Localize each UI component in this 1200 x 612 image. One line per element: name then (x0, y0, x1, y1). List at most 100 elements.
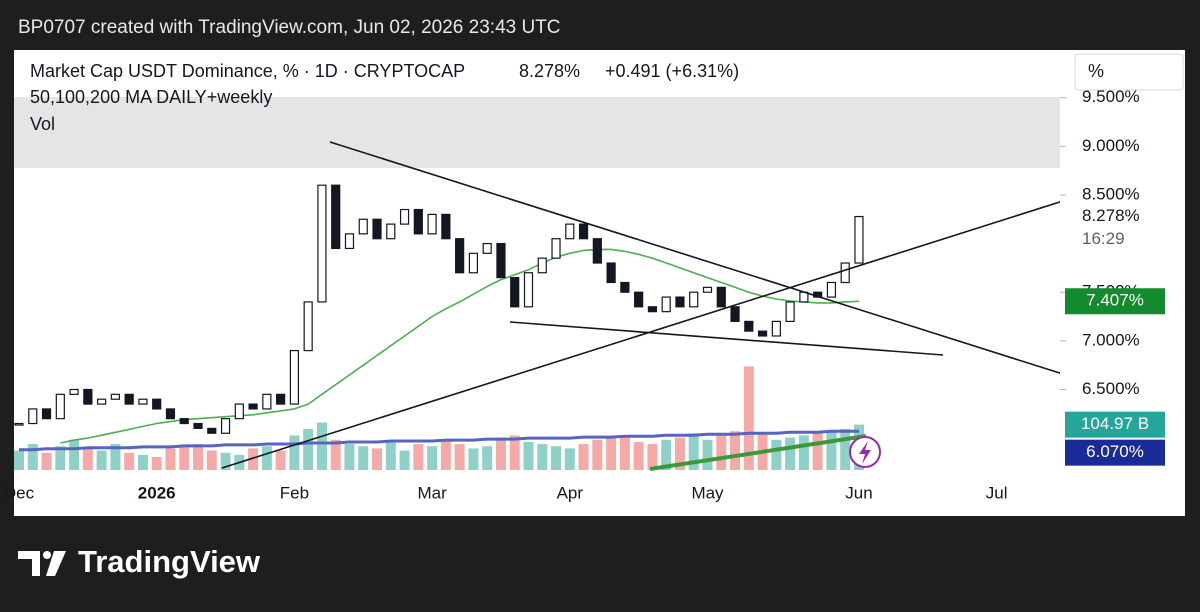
candle (840, 262, 850, 284)
candle (496, 242, 506, 279)
resistance-zone (14, 97, 1060, 168)
candle (661, 296, 671, 313)
candle (702, 286, 713, 293)
scale-button[interactable] (1074, 53, 1184, 91)
volume-bar (137, 454, 148, 470)
candle (592, 238, 602, 264)
volume-bar (14, 450, 24, 470)
candle (248, 403, 258, 410)
volume-bar (399, 450, 410, 470)
volume-bar (289, 435, 300, 470)
volume-bar (330, 439, 341, 470)
volume-bar (702, 439, 713, 470)
candle (234, 403, 244, 420)
candle (303, 301, 313, 352)
subtitle: 50,100,200 MA DAILY+weekly (30, 87, 272, 107)
volume-bar (454, 444, 465, 470)
candle (578, 223, 589, 240)
candle (14, 422, 24, 426)
volume-bar (785, 437, 796, 470)
volume-bar (303, 428, 314, 470)
volume-bar (564, 448, 575, 470)
candle (193, 422, 203, 429)
value-box-label: 104.97 B (1081, 414, 1149, 433)
value-box-label: 7.407% (1086, 291, 1144, 310)
credit: BP0707 created with TradingView.com, Jun… (18, 17, 561, 38)
volume-bar (730, 431, 741, 470)
volume-bar (674, 437, 685, 470)
candle (207, 427, 217, 434)
y-tick-label: 8.500% (1082, 184, 1140, 203)
y-tick-label: 6.500% (1082, 379, 1140, 398)
candle (69, 388, 79, 395)
volume-bar (771, 439, 782, 470)
ma-line (19, 429, 859, 452)
y-tick-label: 9.000% (1082, 136, 1140, 155)
volume-bar (110, 444, 121, 470)
candle (826, 281, 837, 298)
volume-bar (248, 448, 259, 470)
candle (165, 408, 176, 420)
candle (358, 218, 368, 235)
candle (138, 398, 148, 405)
candle (289, 349, 299, 405)
candle (372, 218, 382, 240)
volume-bar (344, 444, 355, 470)
candle (785, 301, 795, 322)
volume-bar (592, 439, 603, 470)
value-box (1065, 411, 1165, 438)
volume-bar (69, 439, 80, 470)
x-tick-label: Dec (4, 483, 35, 502)
x-tick-label: 2026 (138, 483, 176, 502)
volume-bar (482, 446, 493, 470)
candle (620, 281, 630, 293)
x-tick-label: Apr (557, 483, 584, 502)
volume-bar (206, 450, 217, 470)
candle (523, 272, 534, 308)
candle (413, 208, 423, 235)
volume-bar (495, 437, 506, 470)
chart-title: Market Cap USDT Dominance, % · 1D · CRYP… (30, 61, 465, 81)
volume-bar (606, 437, 617, 470)
candle (152, 398, 162, 410)
candle (771, 320, 781, 337)
brand: TradingView (78, 544, 261, 579)
alert-bolt (859, 441, 871, 464)
candle (551, 238, 561, 259)
candle (317, 184, 327, 303)
value-box (1065, 439, 1165, 466)
plot (14, 184, 864, 470)
volume-bar (826, 431, 837, 470)
candle (386, 223, 396, 240)
x-tick-label: Feb (280, 483, 309, 502)
candle (689, 291, 699, 308)
y-tick-label: 7.000% (1082, 330, 1140, 349)
candle (427, 213, 437, 235)
candle (344, 233, 355, 250)
volume-bar (385, 441, 396, 470)
countdown: 16:29 (1082, 229, 1125, 248)
x-tick-label: Jun (845, 483, 872, 502)
candle (331, 184, 341, 250)
candle (399, 208, 410, 225)
candle (455, 238, 465, 274)
volume-bar (661, 439, 672, 470)
logo-mark (43, 551, 51, 559)
scale-label: % (1088, 61, 1104, 81)
ma-line (60, 248, 860, 444)
volume-bar (165, 448, 176, 470)
candle (124, 393, 134, 405)
candle (83, 388, 93, 405)
volume-bar (358, 446, 369, 470)
volume-bar (82, 448, 93, 470)
volume-bar (124, 452, 135, 470)
candle (110, 393, 120, 400)
change: +0.491 (+6.31%) (605, 61, 739, 81)
volume-bar (812, 433, 823, 470)
candle (28, 408, 38, 425)
volume-bar (413, 444, 424, 470)
volume-bar (41, 452, 52, 470)
volume-bar (427, 446, 438, 470)
price: 8.278% (519, 61, 580, 81)
